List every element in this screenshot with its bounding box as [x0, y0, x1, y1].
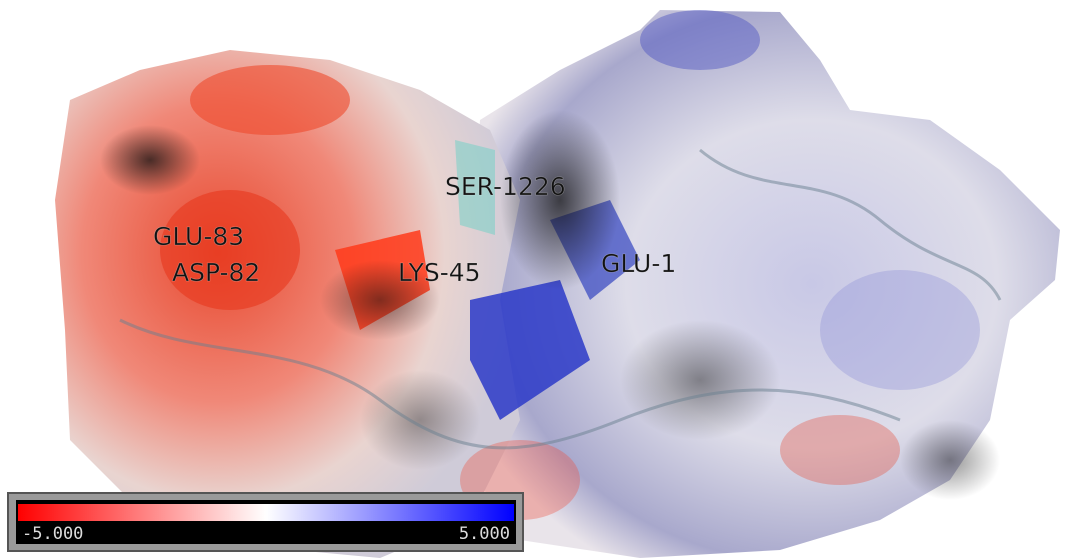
color-bar-max: 5.000 [459, 524, 510, 544]
color-bar-min: -5.000 [22, 524, 83, 544]
molecule-view: SER-1226 GLU-83 ASP-82 LYS-45 GLU-1 -5.0… [0, 0, 1070, 558]
color-bar: -5.000 5.000 [8, 493, 523, 551]
residue-label: SER-1226 [445, 172, 566, 201]
residue-label: GLU-83 [153, 222, 244, 251]
residue-label: LYS-45 [398, 258, 481, 287]
residue-label: GLU-1 [601, 249, 676, 278]
page: SER-1226 GLU-83 ASP-82 LYS-45 GLU-1 -5.0… [0, 0, 1070, 558]
residue-label: ASP-82 [172, 258, 260, 287]
